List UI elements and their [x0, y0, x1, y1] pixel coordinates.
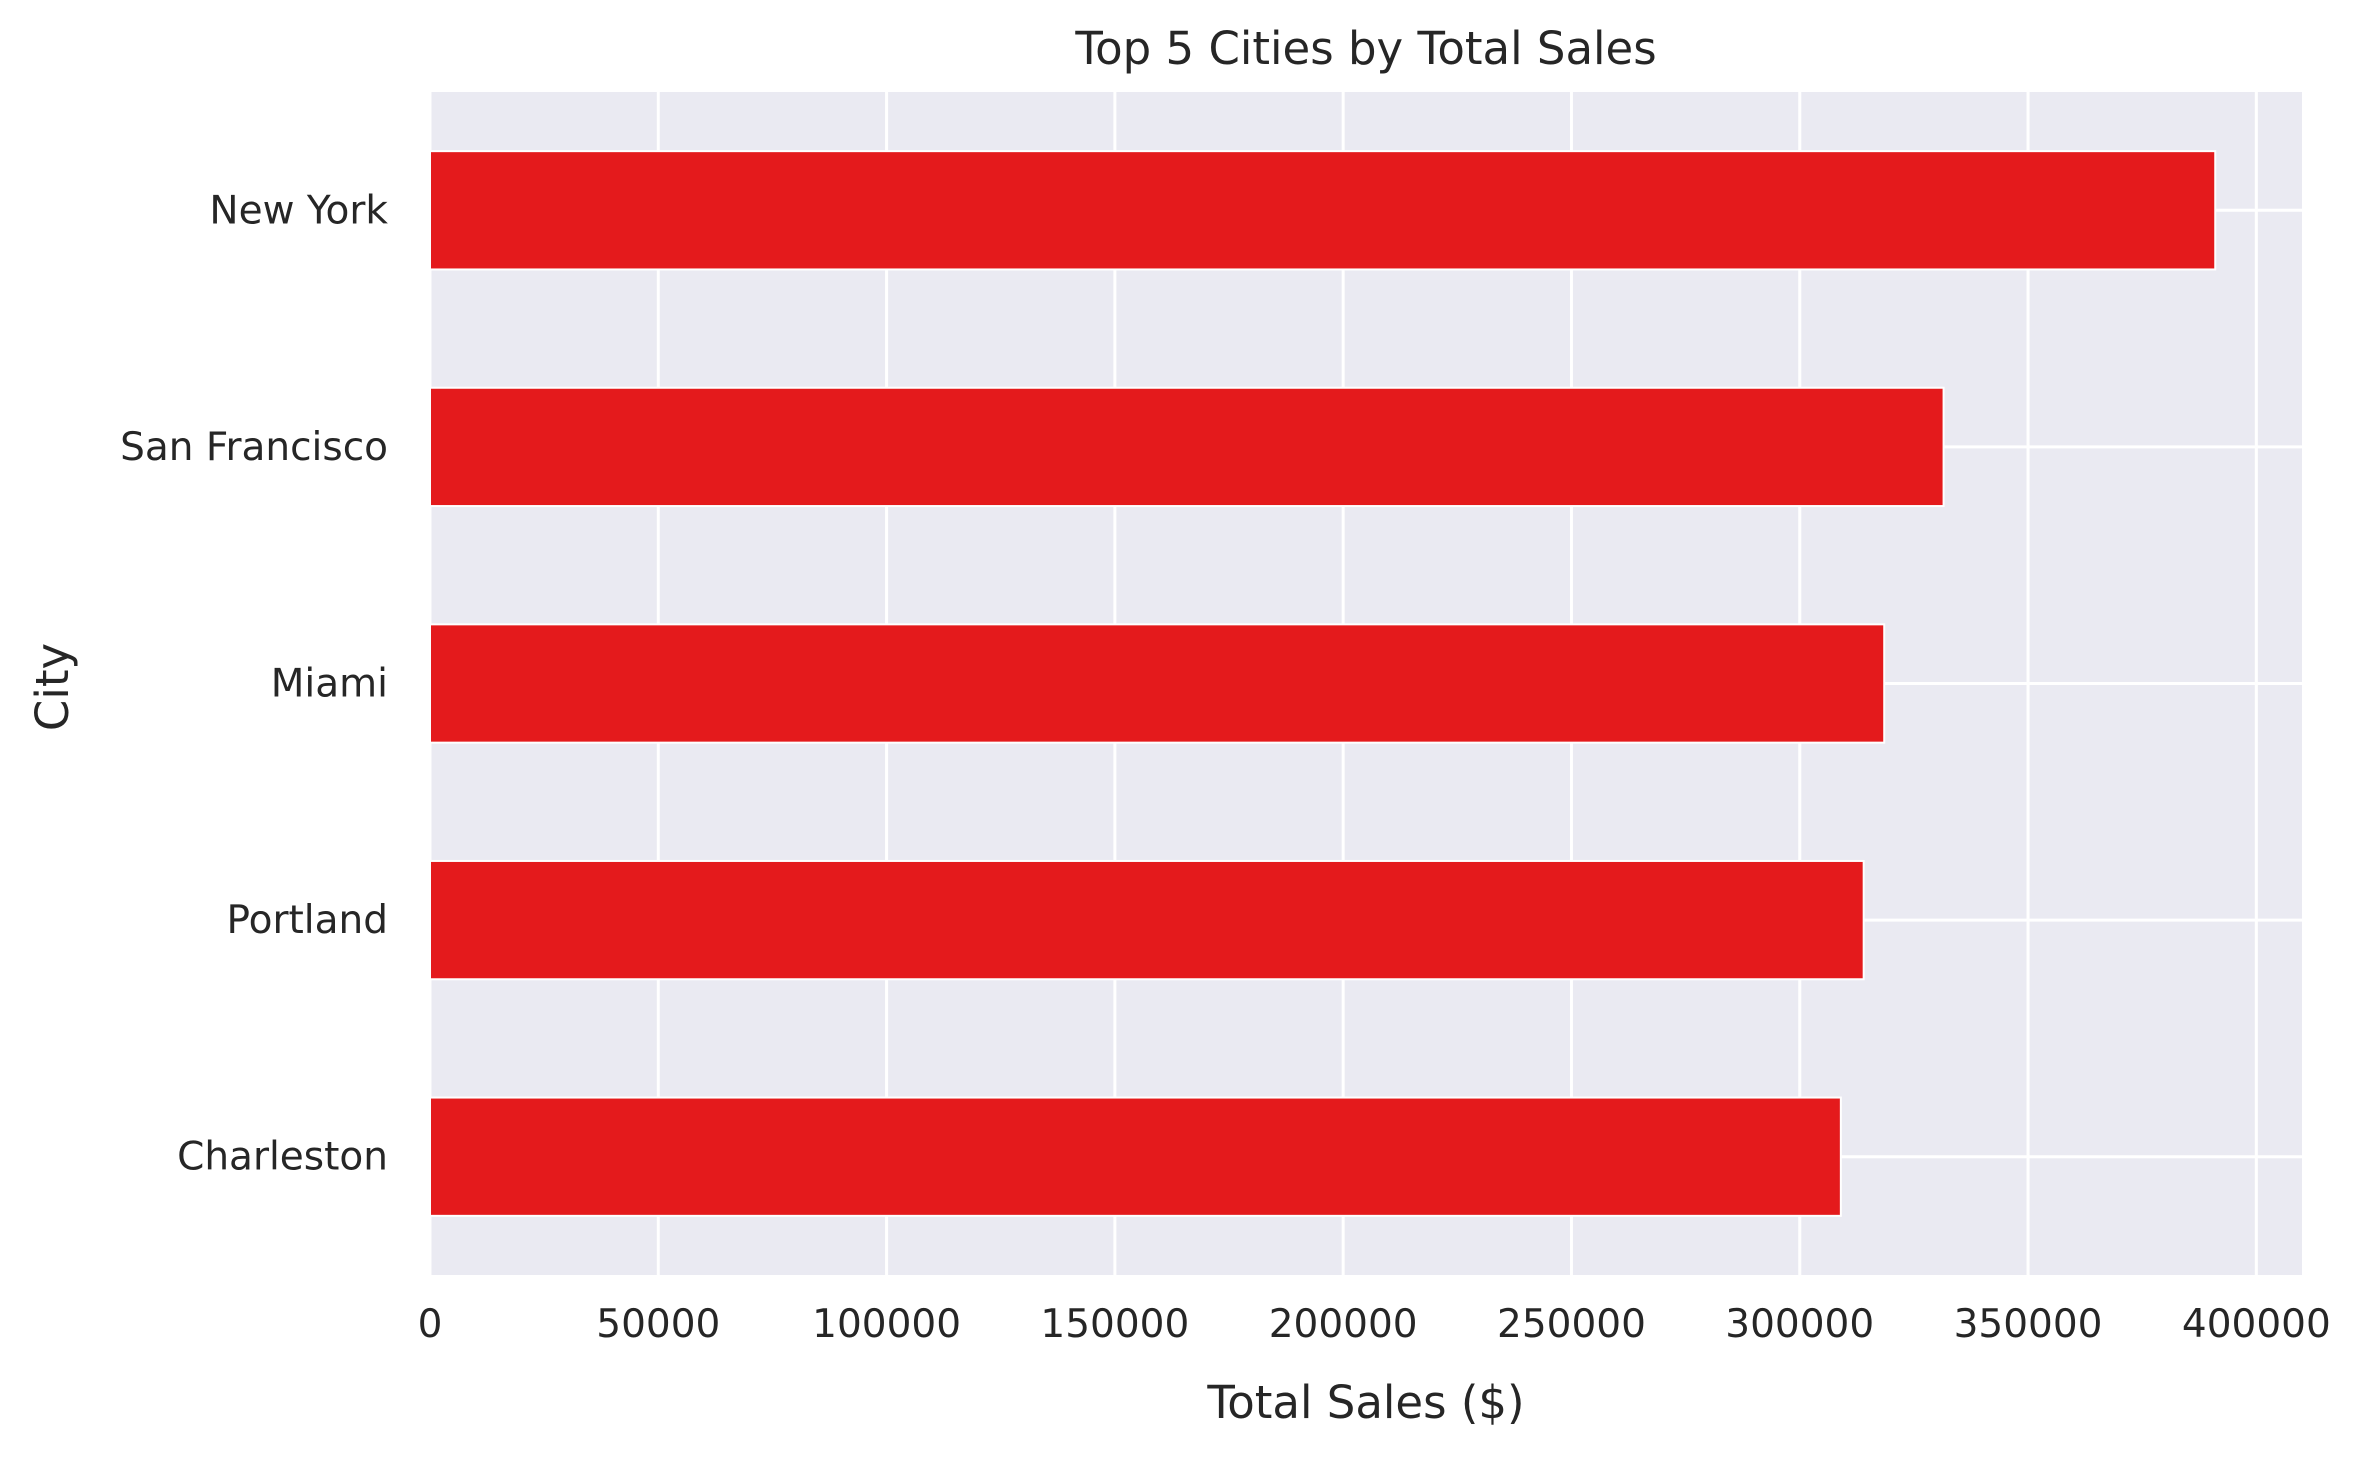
x-tick-label: 150000: [1040, 1302, 1189, 1347]
bar-portland: [429, 859, 1865, 981]
y-tick-labels: New York San Francisco Miami Portland Charle…: [120, 188, 388, 1179]
y-tick-label: New York: [209, 188, 388, 233]
x-tick-label: 400000: [2182, 1302, 2331, 1347]
y-tick-label: Portland: [226, 898, 388, 943]
y-tick-label: Charleston: [177, 1135, 388, 1180]
bar-san-francisco: [429, 386, 1945, 508]
x-tick-label: 200000: [1269, 1302, 1418, 1347]
x-axis-label: Total Sales ($): [1206, 1376, 1524, 1429]
bar-new-york: [429, 150, 2217, 271]
x-tick-label: 300000: [1725, 1302, 1874, 1347]
x-tick-labels: 0 50000 100000 150000 200000 250000 300000 3500…: [418, 1302, 2331, 1347]
bars: [429, 150, 2217, 1217]
bar-charleston: [429, 1096, 1842, 1217]
x-tick-label: 350000: [1954, 1302, 2103, 1347]
y-axis-label: City: [26, 643, 79, 731]
x-tick-label: 100000: [812, 1302, 961, 1347]
chart-title: Top 5 Cities by Total Sales: [1074, 22, 1656, 75]
x-tick-label: 0: [418, 1302, 443, 1347]
y-tick-label: San Francisco: [120, 425, 388, 470]
y-tick-label: Miami: [271, 662, 388, 707]
x-tick-label: 50000: [596, 1302, 720, 1347]
x-tick-label: 250000: [1497, 1302, 1646, 1347]
bar-miami: [429, 623, 1886, 744]
